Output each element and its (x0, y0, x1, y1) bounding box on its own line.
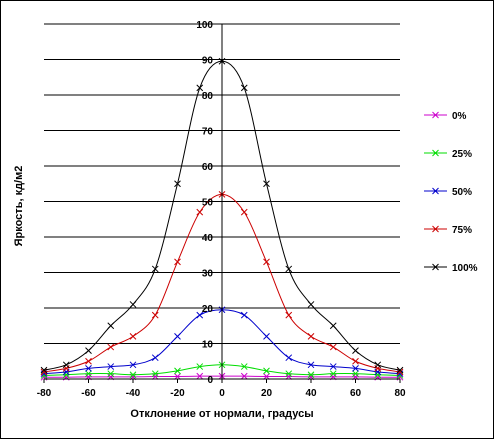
legend-item-1: 25% (424, 149, 472, 160)
y-tick-label-100: 100 (196, 20, 213, 31)
data-point-4-2 (85, 347, 92, 354)
data-point-2-6 (174, 333, 181, 340)
data-point-4-7 (196, 84, 204, 92)
legend-label-4: 100% (452, 263, 478, 274)
x-axis-title: Отклонение от нормали, градусы (130, 408, 313, 420)
data-point-3-9 (240, 208, 248, 216)
data-point-3-7 (196, 208, 204, 216)
data-point-3-11 (285, 311, 293, 319)
legend-item-2: 50% (424, 187, 472, 198)
data-point-2-7 (196, 311, 204, 319)
y-tick-label-30: 30 (202, 269, 214, 280)
data-point-3-3 (107, 343, 115, 351)
data-point-3-14 (352, 357, 359, 365)
data-point-1-5 (151, 370, 159, 378)
legend-marker-4 (432, 263, 439, 271)
data-point-1-2 (85, 370, 92, 378)
x-tick-label--80: -80 (37, 388, 52, 399)
data-point-4-3 (107, 322, 115, 330)
data-point-0-7 (196, 372, 204, 380)
data-point-2-4 (129, 361, 137, 369)
data-point-1-13 (329, 370, 337, 378)
y-tick-label-0: 0 (207, 375, 213, 386)
data-point-1-9 (240, 363, 248, 370)
data-point-2-9 (240, 311, 248, 319)
data-point-1-4 (129, 371, 137, 379)
data-point-2-2 (85, 364, 92, 372)
legend-label-3: 75% (452, 225, 472, 236)
data-point-2-3 (107, 363, 115, 370)
data-point-1-15 (374, 371, 382, 379)
x-tick-label-40: 40 (305, 388, 317, 399)
data-point-3-12 (307, 333, 315, 340)
y-tick-label-40: 40 (202, 233, 214, 244)
data-point-4-14 (352, 347, 359, 354)
y-tick-label-50: 50 (202, 198, 214, 209)
data-point-2-11 (285, 354, 293, 362)
data-point-4-10 (263, 180, 270, 188)
data-point-1-6 (174, 367, 181, 375)
y-tick-label-70: 70 (202, 127, 214, 138)
x-tick-label--60: -60 (81, 388, 96, 399)
legend-item-4: 100% (424, 263, 478, 274)
axis-layer: 0 10 20 30 40 50 60 70 80 90 100 -80 -60 -40 -20 0 20 40 6… (37, 20, 406, 399)
data-point-1-3 (107, 370, 115, 378)
y-tick-label-90: 90 (202, 56, 214, 67)
data-point-4-6 (174, 180, 181, 188)
data-point-4-5 (151, 265, 159, 273)
data-point-3-4 (129, 333, 137, 340)
y-tick-label-20: 20 (202, 304, 214, 315)
data-point-4-16 (396, 366, 404, 374)
data-point-0-9 (240, 372, 248, 380)
legend-label-0: 0% (452, 111, 467, 122)
data-point-2-13 (329, 363, 337, 370)
data-point-3-5 (151, 311, 159, 319)
data-point-4-0 (40, 366, 48, 374)
data-point-4-15 (374, 361, 382, 369)
x-tick-label--20: -20 (170, 388, 185, 399)
data-point-1-7 (196, 363, 204, 370)
data-point-4-4 (129, 301, 137, 308)
data-point-4-9 (240, 84, 248, 92)
legend-item-0: 0% (424, 111, 467, 122)
legend-marker-1 (432, 149, 439, 157)
x-tick-label-20: 20 (261, 388, 273, 399)
data-point-2-12 (307, 361, 315, 369)
data-point-3-2 (85, 357, 92, 365)
data-point-4-12 (307, 301, 315, 308)
legend: 0% 25% 50% 75% 100% (424, 111, 478, 274)
y-tick-label-80: 80 (202, 91, 214, 102)
x-tick-label-0: 0 (219, 388, 225, 399)
data-point-1-10 (263, 367, 270, 375)
data-point-4-13 (329, 322, 337, 330)
data-point-4-11 (285, 265, 293, 273)
legend-marker-3 (432, 225, 439, 233)
data-point-3-6 (174, 258, 181, 266)
data-point-2-5 (151, 354, 159, 362)
legend-item-3: 75% (424, 225, 472, 236)
data-point-1-12 (307, 371, 315, 379)
data-point-3-13 (329, 343, 337, 351)
x-tick-label--40: -40 (126, 388, 141, 399)
legend-label-1: 25% (452, 149, 472, 160)
legend-label-2: 50% (452, 187, 472, 198)
y-tick-label-10: 10 (202, 340, 214, 351)
series-4 (40, 57, 404, 374)
y-axis-title: Яркость, кд/м2 (13, 166, 25, 247)
data-point-1-1 (62, 371, 70, 379)
data-point-2-10 (263, 333, 270, 340)
legend-marker-2 (432, 187, 439, 195)
x-tick-label-80: 80 (394, 388, 406, 399)
x-tick-label-60: 60 (350, 388, 362, 399)
data-point-2-14 (352, 364, 359, 372)
legend-marker-0 (432, 111, 439, 119)
y-tick-label-60: 60 (202, 162, 214, 173)
data-point-4-1 (62, 361, 70, 369)
data-point-3-10 (263, 258, 270, 266)
data-point-1-11 (285, 370, 293, 378)
data-point-1-14 (352, 370, 359, 378)
